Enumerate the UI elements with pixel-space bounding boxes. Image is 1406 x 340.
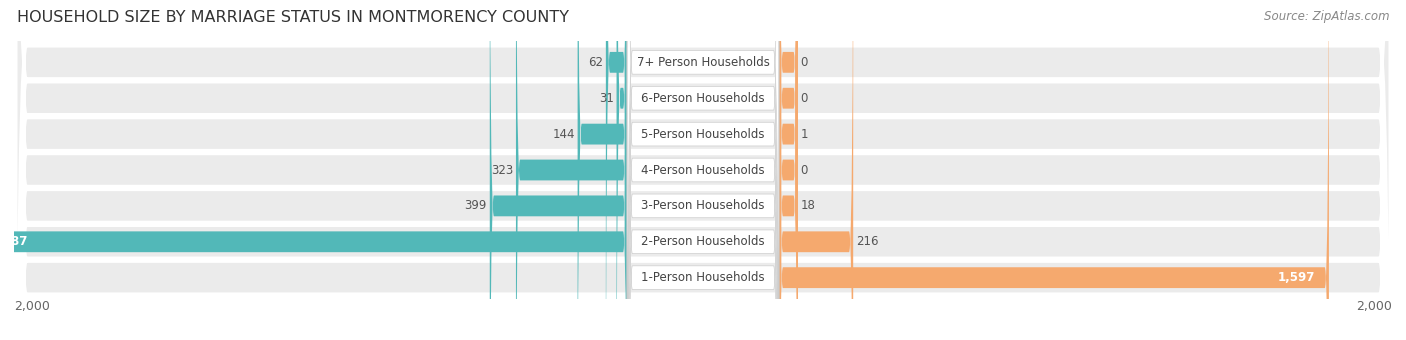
- FancyBboxPatch shape: [15, 0, 1391, 340]
- FancyBboxPatch shape: [779, 0, 1329, 340]
- FancyBboxPatch shape: [15, 0, 1391, 340]
- Text: 2,000: 2,000: [1355, 300, 1392, 313]
- Text: 6-Person Households: 6-Person Households: [641, 92, 765, 105]
- FancyBboxPatch shape: [627, 0, 779, 340]
- Text: 216: 216: [856, 235, 879, 248]
- FancyBboxPatch shape: [779, 0, 797, 340]
- FancyBboxPatch shape: [15, 0, 1391, 340]
- FancyBboxPatch shape: [779, 0, 797, 340]
- Text: 0: 0: [800, 164, 808, 176]
- Text: 2,000: 2,000: [14, 300, 51, 313]
- Text: 1,887: 1,887: [0, 235, 28, 248]
- Text: Source: ZipAtlas.com: Source: ZipAtlas.com: [1264, 10, 1389, 23]
- Text: 1: 1: [800, 128, 808, 141]
- FancyBboxPatch shape: [617, 0, 627, 340]
- FancyBboxPatch shape: [627, 0, 779, 340]
- Text: 1,597: 1,597: [1278, 271, 1315, 284]
- FancyBboxPatch shape: [578, 0, 627, 340]
- FancyBboxPatch shape: [627, 0, 779, 340]
- FancyBboxPatch shape: [779, 0, 853, 340]
- Text: 31: 31: [599, 92, 614, 105]
- FancyBboxPatch shape: [779, 0, 797, 340]
- Text: 1-Person Households: 1-Person Households: [641, 271, 765, 284]
- Text: 0: 0: [800, 92, 808, 105]
- FancyBboxPatch shape: [15, 0, 1391, 340]
- FancyBboxPatch shape: [516, 0, 627, 340]
- Text: 18: 18: [800, 199, 815, 212]
- FancyBboxPatch shape: [627, 0, 779, 340]
- Text: HOUSEHOLD SIZE BY MARRIAGE STATUS IN MONTMORENCY COUNTY: HOUSEHOLD SIZE BY MARRIAGE STATUS IN MON…: [17, 10, 569, 25]
- FancyBboxPatch shape: [489, 0, 627, 340]
- Text: 62: 62: [588, 56, 603, 69]
- Text: 399: 399: [464, 199, 486, 212]
- Text: 7+ Person Households: 7+ Person Households: [637, 56, 769, 69]
- FancyBboxPatch shape: [15, 0, 1391, 340]
- Text: 144: 144: [553, 128, 575, 141]
- FancyBboxPatch shape: [606, 0, 627, 340]
- Text: 5-Person Households: 5-Person Households: [641, 128, 765, 141]
- Text: 323: 323: [491, 164, 513, 176]
- Text: 2-Person Households: 2-Person Households: [641, 235, 765, 248]
- FancyBboxPatch shape: [15, 0, 1391, 340]
- FancyBboxPatch shape: [779, 0, 797, 340]
- FancyBboxPatch shape: [627, 0, 779, 340]
- FancyBboxPatch shape: [0, 0, 627, 340]
- Text: 3-Person Households: 3-Person Households: [641, 199, 765, 212]
- FancyBboxPatch shape: [779, 0, 797, 340]
- FancyBboxPatch shape: [15, 0, 1391, 340]
- Text: 0: 0: [800, 56, 808, 69]
- FancyBboxPatch shape: [627, 0, 779, 340]
- Text: 4-Person Households: 4-Person Households: [641, 164, 765, 176]
- FancyBboxPatch shape: [627, 0, 779, 340]
